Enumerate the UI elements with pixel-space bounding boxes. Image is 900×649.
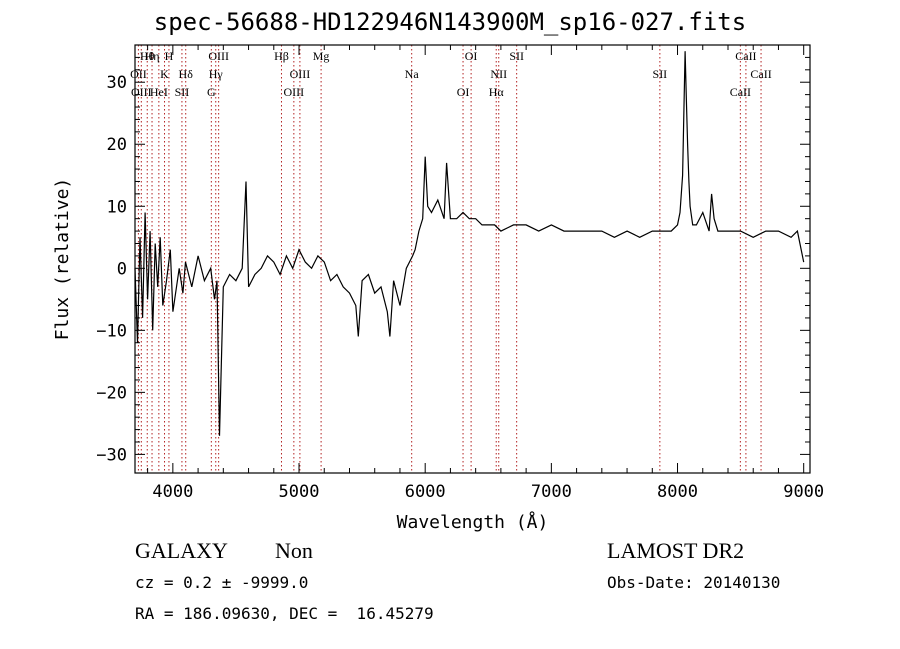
plot-frame [134, 44, 811, 474]
line-label: Mg [313, 49, 330, 63]
line-label: Hη [145, 49, 160, 63]
line-label: Hγ [209, 67, 224, 81]
x-tick-label: 9000 [783, 482, 824, 502]
line-label: G [207, 85, 216, 99]
object-class: GALAXY [135, 538, 228, 563]
line-label: OII [130, 67, 147, 81]
y-tick-label: 30 [107, 73, 127, 93]
line-label: HeI [150, 85, 168, 99]
line-label: CaII [730, 85, 751, 99]
axis-ticks: 4000 5000 6000 7000 8000 9000 −30 −20 −10 0 10 20 30 [96, 45, 824, 502]
survey-name: LAMOST DR2 [607, 538, 745, 563]
x-tick-label: 5000 [279, 482, 320, 502]
spectrum-series-line [134, 51, 805, 436]
line-label: SII [653, 67, 668, 81]
y-tick-label: 10 [107, 197, 127, 217]
line-label: Hδ [179, 67, 194, 81]
y-tick-label: −10 [96, 321, 127, 341]
chart-title: spec-56688-HD122946N143900M_sp16-027.fit… [153, 8, 747, 36]
y-tick-label: 20 [107, 135, 127, 155]
line-label: Hθ [140, 49, 155, 63]
line-label: CaII [735, 49, 756, 63]
coordinates-readout: RA = 186.09630, DEC = 16.45279 [135, 604, 434, 623]
x-tick-label: 4000 [152, 482, 193, 502]
y-tick-label: −30 [96, 445, 127, 465]
line-label: OIII [284, 85, 305, 99]
object-subclass: Non [275, 538, 313, 563]
redshift-readout: cz = 0.2 ± -9999.0 [135, 573, 309, 592]
obs-date: Obs-Date: 20140130 [607, 573, 781, 592]
line-label: Hβ [274, 49, 289, 63]
y-axis-label: Flux (relative) [52, 178, 73, 341]
line-label: OI [457, 85, 470, 99]
line-markers [137, 45, 762, 473]
line-label: SII [175, 85, 190, 99]
x-tick-label: 7000 [531, 482, 572, 502]
line-label: SII [509, 49, 524, 63]
line-label: K [160, 67, 169, 81]
line-label: Na [405, 67, 420, 81]
line-label: OIII [208, 49, 229, 63]
line-labels: HθOIIOIIIHηKHeIHHδSIIOIIIHγGHβOIIIOIIIMg… [130, 49, 772, 99]
y-tick-label: 0 [117, 259, 127, 279]
x-axis-label: Wavelength (Å) [397, 511, 549, 533]
line-label: OI [465, 49, 478, 63]
x-tick-label: 6000 [405, 482, 446, 502]
line-label: NII [490, 67, 507, 81]
y-tick-label: −20 [96, 383, 127, 403]
x-tick-label: 8000 [657, 482, 698, 502]
line-label: H [165, 49, 174, 63]
line-label: OIII [290, 67, 311, 81]
line-label: CaII [750, 67, 771, 81]
line-label: OIII [131, 85, 152, 99]
line-label: Hα [489, 85, 505, 99]
